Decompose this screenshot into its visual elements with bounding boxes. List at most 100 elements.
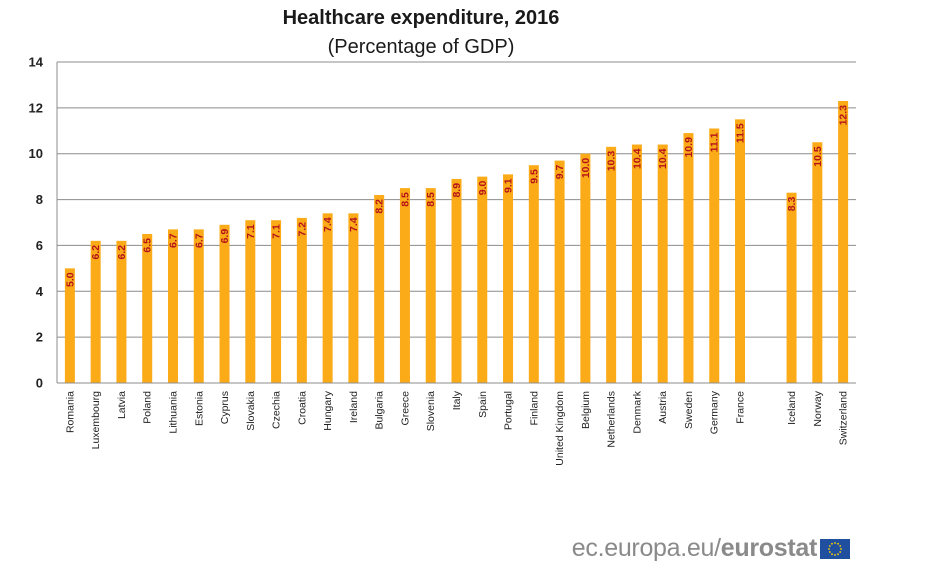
data-label: 8.5 [425, 192, 437, 207]
flag-star [839, 550, 842, 553]
x-tick-label: Denmark [631, 390, 643, 433]
x-tick-label: Netherlands [606, 391, 618, 448]
x-tick-label: Lithuania [167, 391, 179, 434]
data-label: 8.2 [374, 199, 386, 214]
bar [374, 194, 385, 383]
data-label: 10.9 [683, 137, 695, 158]
logo-domain-text: ec.europa.eu/ [571, 534, 721, 562]
bar [683, 133, 694, 383]
bar [193, 229, 204, 383]
data-label: 9.1 [503, 178, 515, 193]
data-label: 10.4 [657, 148, 669, 169]
bar [477, 176, 488, 383]
y-tick-label: 6 [36, 238, 43, 253]
bar [425, 188, 436, 383]
x-tick-label: Latvia [116, 391, 128, 419]
data-label: 6.7 [193, 233, 205, 248]
bar [554, 160, 565, 383]
x-tick-label: Italy [451, 390, 463, 410]
x-axis-ticks: Romania Luxembourg Latvia Poland Lithuania Es… [64, 390, 849, 465]
bar [167, 229, 178, 383]
x-tick-label: Cyprus [219, 391, 231, 424]
bar [142, 233, 153, 383]
data-label: 9.0 [477, 180, 489, 195]
bar [735, 119, 746, 384]
data-label: 10.5 [812, 146, 824, 167]
data-label: 8.9 [451, 183, 463, 198]
data-label: 6.2 [90, 245, 102, 260]
bar [838, 100, 849, 383]
data-label: 11.1 [709, 132, 721, 152]
flag-star [834, 553, 836, 556]
data-label: 8.3 [786, 197, 798, 212]
x-tick-label: Sweden [683, 391, 695, 429]
bar [322, 213, 333, 383]
bars [64, 100, 849, 384]
bar [90, 240, 101, 383]
x-tick-label: Poland [142, 391, 154, 424]
data-label: 11.5 [735, 123, 747, 143]
eurostat-logo: ec.europa.eu/eurostat [572, 534, 850, 563]
data-label: 6.9 [219, 229, 231, 244]
data-label: 7.4 [348, 217, 360, 232]
x-tick-label: United Kingdom [554, 391, 566, 466]
data-label: 10.0 [580, 158, 592, 179]
x-tick-label: Ireland [348, 391, 360, 423]
y-tick-label: 0 [36, 376, 43, 391]
data-label: 10.3 [606, 151, 618, 172]
x-tick-label: Greece [399, 391, 411, 426]
x-tick-label: Slovakia [245, 391, 257, 431]
data-labels: 5.0 6.2 6.2 6.5 6.7 6.7 6.9 7.1 7.1 7.2 7.4 7.4 8.2 8… [64, 105, 849, 287]
bar [631, 144, 642, 383]
x-tick-label: France [735, 391, 747, 424]
flag-star [828, 544, 831, 547]
y-tick-label: 8 [36, 192, 43, 207]
x-tick-label: Bulgaria [374, 391, 386, 430]
flag-star [840, 547, 842, 550]
bar [606, 146, 617, 383]
x-tick-label: Croatia [296, 391, 308, 425]
bar [399, 188, 410, 383]
bar [451, 178, 462, 383]
bar [116, 240, 127, 383]
chart-title: Healthcare expenditure, 2016 [283, 7, 560, 29]
flag-star [837, 542, 839, 545]
data-label: 6.2 [116, 245, 128, 260]
logo-brand-text: eurostat [720, 534, 818, 562]
data-label: 8.5 [399, 192, 411, 207]
bar [271, 220, 282, 383]
bar [812, 142, 823, 383]
data-label: 12.3 [838, 105, 850, 126]
x-tick-label: Iceland [786, 391, 798, 425]
data-label: 10.4 [631, 148, 643, 169]
bar [528, 165, 539, 383]
x-tick-label: Norway [812, 390, 824, 426]
x-tick-label: Belgium [580, 391, 592, 429]
bar [580, 153, 591, 383]
data-label: 7.1 [245, 224, 257, 239]
bar [219, 224, 230, 383]
y-tick-label: 4 [36, 284, 44, 299]
data-label: 7.2 [296, 222, 308, 237]
x-tick-label: Slovenia [425, 391, 437, 431]
bar [296, 217, 307, 383]
data-label: 9.7 [554, 164, 566, 179]
data-label: 6.7 [167, 233, 179, 248]
chart-subtitle: (Percentage of GDP) [328, 36, 515, 58]
data-label: 7.1 [271, 224, 283, 239]
x-tick-label: Hungary [322, 390, 334, 430]
bar [786, 192, 797, 383]
bar [709, 128, 720, 383]
data-label: 5.0 [64, 272, 76, 287]
y-tick-label: 10 [29, 146, 43, 161]
flag-star [837, 552, 839, 555]
x-tick-label: Estonia [193, 391, 205, 426]
x-tick-label: Spain [477, 391, 489, 418]
x-tick-label: Czechia [271, 391, 283, 429]
bar [503, 174, 514, 383]
x-tick-label: Austria [657, 391, 669, 424]
flag-star [839, 544, 842, 547]
data-label: 9.5 [528, 169, 540, 184]
flag-star [831, 552, 833, 555]
